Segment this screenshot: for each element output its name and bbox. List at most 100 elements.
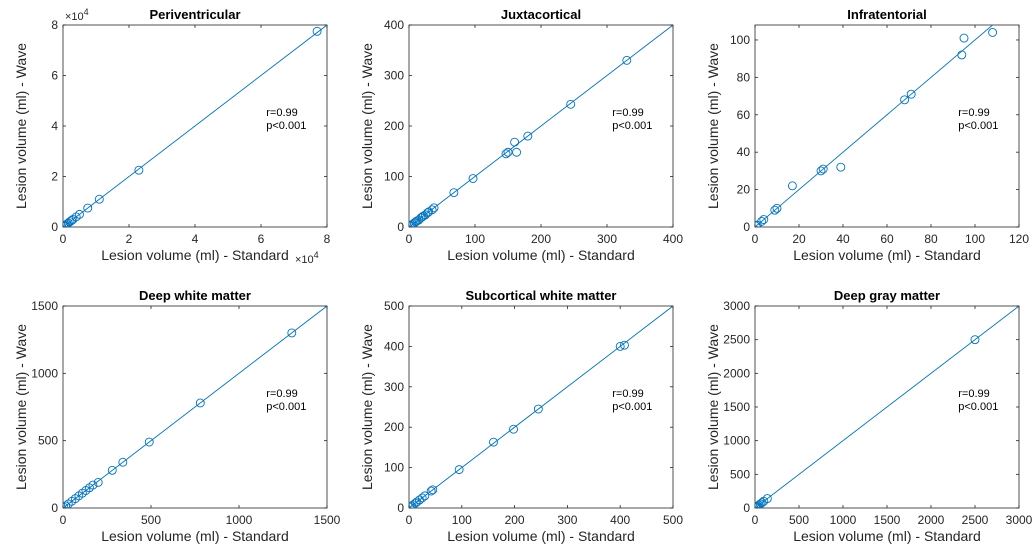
x-tick-label: 300 xyxy=(557,513,577,527)
y-tick-label: 0 xyxy=(51,220,58,234)
x-tick-label: 400 xyxy=(663,232,683,246)
y-tick-label: 80 xyxy=(737,70,751,84)
data-point xyxy=(957,50,967,60)
data-point xyxy=(503,147,513,157)
data-point xyxy=(509,424,518,434)
y-exponent-label: ×104 xyxy=(65,7,89,23)
data-point xyxy=(900,95,910,105)
data-point xyxy=(416,213,426,223)
x-axis-title: Lesion volume (ml) - Standard xyxy=(101,247,289,263)
y-axis-title: Lesion volume (ml) - Wave xyxy=(359,324,375,490)
data-point xyxy=(523,131,533,141)
y-tick-label: 20 xyxy=(737,183,751,197)
y-tick-label: 500 xyxy=(38,434,58,448)
fit-line xyxy=(755,25,994,227)
data-point xyxy=(787,181,797,191)
x-axis-title: Lesion volume (ml) - Standard xyxy=(447,528,635,544)
data-point xyxy=(757,216,767,226)
x-tick-label: 6 xyxy=(258,232,265,246)
y-tick-label: 3000 xyxy=(723,299,750,313)
scatter-points xyxy=(755,28,998,227)
data-point xyxy=(970,335,980,345)
axes-box xyxy=(408,305,674,509)
y-tick-label: 60 xyxy=(737,108,751,122)
fit-line xyxy=(755,306,1019,508)
x-tick-label: 300 xyxy=(597,232,617,246)
panel-title: Juxtacortical xyxy=(501,7,581,22)
data-point xyxy=(144,437,154,447)
y-tick-label: 400 xyxy=(384,339,404,353)
x-tick-label: 200 xyxy=(531,232,551,246)
chart-panel-3: 0 20 40 60 80 100 120 0 20 40 60 80 100 Infratentoria… xyxy=(705,7,1029,263)
panel-title: Deep gray matter xyxy=(834,288,940,303)
x-tick-label: 0 xyxy=(60,232,67,246)
y-tick-label: 0 xyxy=(397,501,404,515)
panel-title: Periventricular xyxy=(149,7,240,22)
data-point xyxy=(988,28,998,37)
data-point xyxy=(134,165,144,175)
x-tick-label: 100 xyxy=(465,232,485,246)
y-tick-label: 1500 xyxy=(31,299,58,313)
data-point xyxy=(287,328,297,338)
y-tick-label: 200 xyxy=(384,119,404,133)
chart-panel-1: 0 2 4 6 802468×104×104PeriventricularLesion … xyxy=(13,7,331,266)
y-tick-label: 400 xyxy=(384,18,404,32)
panel-title: Subcortical white matter xyxy=(466,288,617,303)
x-tick-label: 2 xyxy=(126,232,133,246)
fit-line xyxy=(409,25,673,227)
x-tick-label: 1500 xyxy=(874,513,901,527)
data-point xyxy=(615,341,625,351)
data-point xyxy=(619,340,629,350)
y-tick-label: 4 xyxy=(51,119,58,133)
stat-r-label: r=0.99 xyxy=(958,107,990,119)
x-tick-label: 4 xyxy=(192,232,199,246)
x-tick-label: 80 xyxy=(924,232,938,246)
y-tick-label: 6 xyxy=(51,69,58,83)
data-point xyxy=(417,493,427,503)
x-tick-label: 8 xyxy=(324,232,331,246)
x-tick-label: 0 xyxy=(406,513,413,527)
y-exponent-power: 4 xyxy=(84,7,89,17)
y-tick-label: 2 xyxy=(51,170,58,184)
scatter-points xyxy=(409,340,629,508)
stat-r-label: r=0.99 xyxy=(958,388,990,400)
chart-panel-5: 0 100 200 300 400 500 0 100 200 300 400 500 Subcorti… xyxy=(359,288,683,544)
stat-p-label: p<0.001 xyxy=(612,120,652,132)
x-tick-label: 100 xyxy=(965,232,985,246)
y-tick-label: 100 xyxy=(384,170,404,184)
data-point xyxy=(468,174,478,183)
data-point xyxy=(68,214,78,224)
x-axis-title: Lesion volume (ml) - Standard xyxy=(447,247,635,263)
x-tick-label: 2500 xyxy=(962,513,989,527)
y-tick-label: 1000 xyxy=(31,366,58,380)
data-point xyxy=(429,203,439,213)
x-tick-label: 60 xyxy=(880,232,894,246)
data-point xyxy=(755,221,761,227)
scatter-points xyxy=(63,26,322,227)
data-point xyxy=(420,491,430,501)
panel-title: Infratentorial xyxy=(847,7,926,22)
scatter-points xyxy=(755,335,980,508)
y-axis-title: Lesion volume (ml) - Wave xyxy=(705,43,721,209)
scatter-points xyxy=(409,55,632,227)
x-tick-label: 500 xyxy=(663,513,683,527)
x-axis-title: Lesion volume (ml) - Standard xyxy=(793,247,981,263)
x-tick-label: 1000 xyxy=(226,513,253,527)
y-tick-label: 200 xyxy=(384,420,404,434)
data-point xyxy=(421,210,430,220)
data-point xyxy=(71,212,81,222)
stat-r-label: r=0.99 xyxy=(612,107,644,119)
fit-line xyxy=(63,25,327,227)
data-point xyxy=(759,215,769,224)
x-tick-label: 200 xyxy=(505,513,525,527)
x-exponent-label: ×104 xyxy=(295,250,319,266)
y-tick-label: 300 xyxy=(384,69,404,83)
stat-p-label: p<0.001 xyxy=(958,120,998,132)
data-point xyxy=(816,166,826,176)
data-point xyxy=(772,203,782,213)
data-point xyxy=(489,437,498,447)
y-tick-label: 300 xyxy=(384,380,404,394)
y-tick-label: 100 xyxy=(384,461,404,475)
fit-line xyxy=(63,306,327,508)
y-exponent-base: ×10 xyxy=(65,11,84,23)
